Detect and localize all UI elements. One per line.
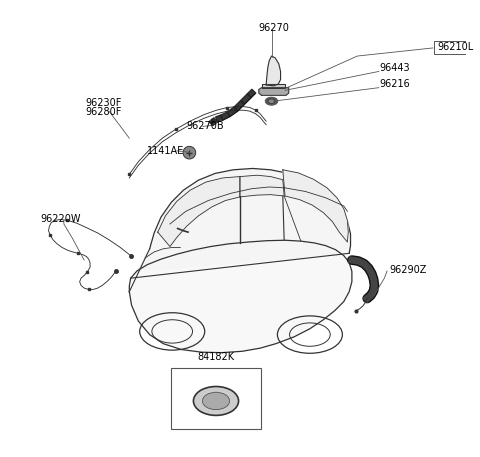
Text: 96270B: 96270B xyxy=(187,122,224,132)
Polygon shape xyxy=(259,88,288,96)
Bar xyxy=(171,368,261,430)
Text: 96230F: 96230F xyxy=(85,98,122,108)
Polygon shape xyxy=(212,118,217,124)
Polygon shape xyxy=(216,115,223,122)
Polygon shape xyxy=(240,175,284,197)
Text: 96290Z: 96290Z xyxy=(389,265,426,275)
Polygon shape xyxy=(209,121,214,126)
Ellipse shape xyxy=(265,97,278,105)
Text: 96220W: 96220W xyxy=(40,214,81,224)
Polygon shape xyxy=(220,112,230,120)
Ellipse shape xyxy=(268,99,275,103)
Polygon shape xyxy=(283,170,348,242)
Text: 84182K: 84182K xyxy=(197,352,235,361)
Polygon shape xyxy=(247,89,256,98)
Circle shape xyxy=(183,146,196,159)
Polygon shape xyxy=(211,119,215,125)
Ellipse shape xyxy=(193,387,239,415)
Polygon shape xyxy=(240,94,251,104)
Polygon shape xyxy=(129,240,352,353)
Polygon shape xyxy=(137,169,350,271)
Text: 96443: 96443 xyxy=(380,63,410,73)
Polygon shape xyxy=(234,101,244,111)
Text: 1141AE: 1141AE xyxy=(147,146,185,156)
Text: 96270: 96270 xyxy=(258,22,289,32)
Polygon shape xyxy=(227,106,238,117)
Text: 96280F: 96280F xyxy=(85,107,122,117)
Ellipse shape xyxy=(203,392,229,409)
Text: 96216: 96216 xyxy=(380,79,410,89)
Text: 96210L: 96210L xyxy=(437,43,474,53)
Polygon shape xyxy=(266,56,280,86)
Polygon shape xyxy=(158,176,240,247)
Bar xyxy=(434,41,477,54)
Polygon shape xyxy=(262,84,285,88)
